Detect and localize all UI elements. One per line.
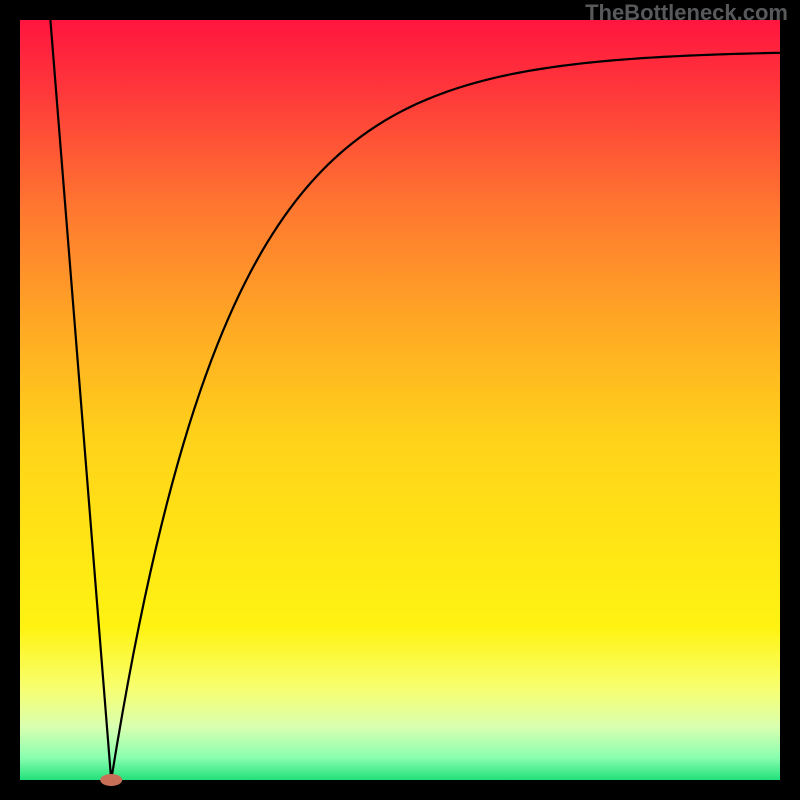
watermark-text: TheBottleneck.com bbox=[585, 0, 788, 26]
optimal-point-marker bbox=[100, 774, 122, 786]
chart-background bbox=[20, 20, 780, 780]
chart-container: TheBottleneck.com bbox=[0, 0, 800, 800]
bottleneck-chart bbox=[0, 0, 800, 800]
